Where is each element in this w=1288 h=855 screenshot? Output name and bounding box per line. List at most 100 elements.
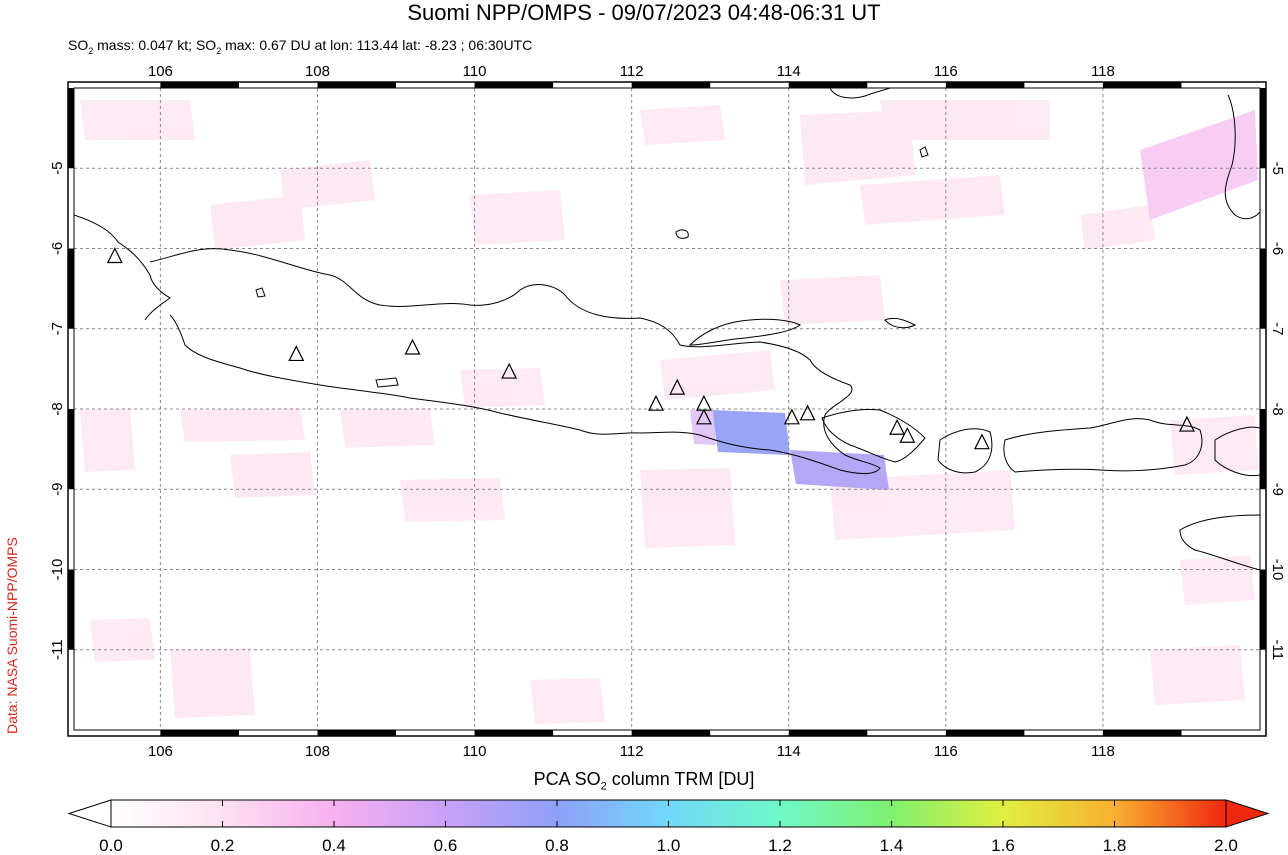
frame-segment-bottom: [317, 730, 397, 736]
triangle-icon: [501, 362, 518, 379]
so2-max-text: max: 0.67 DU at lon: 113.44 lat: -8.23 ;…: [221, 37, 533, 53]
colorbar-under-arrow: [67, 799, 112, 828]
frame-segment-top: [160, 82, 239, 88]
triangle-icon: [783, 408, 800, 425]
triangle-icon: [889, 418, 906, 435]
lat-tick-label-right: -9: [1269, 483, 1286, 496]
frame-segment-left: [68, 569, 74, 650]
frame-segment-left: [68, 409, 74, 490]
map-border: [67, 81, 1267, 737]
lat-tick-label-right: -7: [1269, 322, 1286, 335]
coastline-sumbawa: [1003, 418, 1203, 473]
triangle-icon: [899, 426, 916, 443]
lat-tick-label-right: -11: [1269, 639, 1286, 660]
coastline-madura: [688, 318, 801, 346]
triangle-icon: [106, 247, 123, 264]
so2-prefix: SO: [68, 37, 89, 53]
lat-tick-label-right: -6: [1269, 242, 1286, 255]
lat-tick-label-left: -9: [49, 483, 66, 496]
coastline-lombok: [937, 428, 993, 474]
lon-tick-label-top: 116: [934, 63, 958, 80]
so2-pixel-edge: [690, 410, 716, 445]
coastlines: [74, 88, 1260, 571]
lon-tick-label-bottom: 114: [777, 743, 801, 760]
triangle-icon: [799, 404, 816, 421]
so2-max-pixel-1: [712, 410, 790, 455]
colorbar-label: PCA SO2 column TRM [DU]: [533, 769, 755, 793]
frame-segment-bottom: [1102, 730, 1182, 736]
lat-tick-label-right: -8: [1269, 402, 1286, 415]
lon-tick-label-top: 108: [305, 63, 330, 80]
coastline-java: [149, 248, 881, 474]
colorbar-label-prefix: PCA SO: [533, 769, 601, 789]
so2-mass-text: mass: 0.047 kt; SO: [93, 37, 217, 53]
frame-segment-bottom: [945, 730, 1025, 736]
lat-tick-label-right: -10: [1269, 559, 1286, 581]
colorbar-over-arrow: [1225, 799, 1270, 828]
grid-lines: [74, 88, 1260, 730]
lon-tick-label-bottom: 118: [1091, 743, 1115, 760]
colorbar: 0.0 0.2 0.4 0.6 0.8 1.0 1.2 1.4 1.6 1.8 2.0: [67, 799, 1270, 855]
frame-segment-top: [317, 82, 397, 88]
coastline-islet-5: [375, 377, 399, 388]
colorbar-tick-label: 1.4: [880, 836, 904, 855]
coastline-islet-1: [675, 229, 689, 239]
coastline-borneo: [829, 88, 891, 99]
frame-segment-bottom: [474, 730, 554, 736]
map-title: Suomi NPP/OMPS - 09/07/2023 04:48-06:31 …: [407, 0, 881, 25]
frame-segment-top: [474, 82, 554, 88]
frame-segment-bottom: [160, 730, 239, 736]
colorbar-tick-label: 0.0: [99, 836, 123, 855]
triangle-icon: [695, 408, 712, 425]
triangle-icon: [1178, 415, 1195, 432]
frame-segment-top: [945, 82, 1025, 88]
lon-tick-label-top: 118: [1091, 63, 1115, 80]
lat-tick-label-left: -11: [49, 639, 66, 660]
colorbar-tick-label: 1.0: [657, 836, 681, 855]
coastline-sumba: [1179, 514, 1260, 571]
so2-summary: SO2 mass: 0.047 kt; SO2 max: 0.67 DU at …: [68, 37, 533, 56]
triangle-icon: [973, 433, 990, 450]
frame-segment-right: [1260, 409, 1266, 490]
colorbar-tick-label: 2.0: [1214, 836, 1238, 855]
colorbar-tick-label: 1.2: [768, 836, 792, 855]
coastline-islet-2: [884, 317, 917, 329]
colorbar-tick-label: 0.8: [545, 836, 569, 855]
frame-segment-top: [1102, 82, 1182, 88]
lon-tick-label-top: 112: [620, 63, 644, 80]
frame-segment-right: [1260, 569, 1266, 650]
frame-segment-bottom: [788, 730, 868, 736]
frame-segment-left: [68, 88, 74, 169]
colorbar-tick-label: 1.6: [991, 836, 1015, 855]
coastline-flores: [1214, 426, 1260, 477]
so2-field: [80, 100, 1258, 724]
lat-tick-label-left: -8: [49, 402, 66, 415]
coastline-islet-4: [919, 146, 929, 158]
lon-tick-label-bottom: 110: [463, 743, 487, 760]
lat-tick-label-left: -6: [49, 242, 66, 255]
colorbar-tick-label: 1.8: [1103, 836, 1127, 855]
lon-tick-label-top: 106: [148, 63, 173, 80]
lat-tick-label-left: -10: [49, 559, 66, 581]
lon-tick-label-bottom: 108: [305, 743, 330, 760]
lon-tick-label-bottom: 106: [148, 743, 173, 760]
triangle-icon: [669, 378, 686, 395]
coastline-bali: [821, 409, 926, 463]
lon-tick-label-bottom: 116: [934, 743, 958, 760]
colorbar-tick-label: 0.4: [322, 836, 346, 855]
frame-segment-top: [788, 82, 868, 88]
frame-segment-top: [631, 82, 711, 88]
volcano-markers: [106, 247, 1195, 450]
colorbar-tick-label: 0.2: [211, 836, 235, 855]
coastline-sumatra: [74, 214, 171, 321]
lon-tick-label-top: 114: [777, 63, 801, 80]
triangle-icon: [404, 338, 421, 355]
lat-tick-label-right: -5: [1269, 162, 1286, 175]
frame-segment-right: [1260, 248, 1266, 329]
coastline-islet-3: [255, 287, 266, 298]
moderate-so2-swath: [1140, 110, 1258, 220]
triangle-icon: [648, 394, 664, 411]
frame-segment-right: [1260, 88, 1266, 169]
frame-segment-left: [68, 248, 74, 329]
